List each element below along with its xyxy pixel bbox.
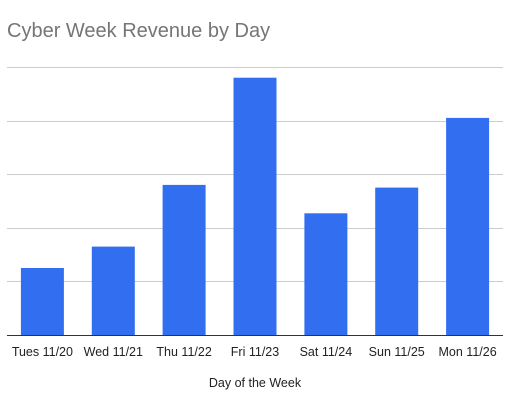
bar-sat-11-24	[304, 213, 348, 335]
x-tick-labels: Tues 11/20 Wed 11/21 Thu 11/22 Fri 11/23 Sat…	[12, 345, 497, 359]
bar-fri-11-23	[233, 77, 277, 335]
bars	[20, 77, 490, 336]
bar-thu-11-22	[162, 184, 206, 335]
x-tick-label: Fri 11/23	[231, 345, 279, 359]
x-tick-label: Wed 11/21	[84, 345, 143, 359]
chart-title: Cyber Week Revenue by Day	[7, 20, 271, 42]
bar-wed-11-21	[91, 246, 135, 335]
x-axis-title: Day of the Week	[209, 376, 302, 390]
bar-sun-11-25	[375, 187, 419, 335]
bar-tues-11-20	[20, 268, 64, 335]
x-tick-label: Sat 11/24	[300, 345, 353, 359]
bar-mon-11-26	[446, 117, 490, 336]
x-tick-label: Mon 11/26	[439, 345, 497, 359]
x-tick-label: Tues 11/20	[12, 345, 73, 359]
x-tick-label: Sun 11/25	[369, 345, 425, 359]
x-tick-label: Thu 11/22	[156, 345, 211, 359]
